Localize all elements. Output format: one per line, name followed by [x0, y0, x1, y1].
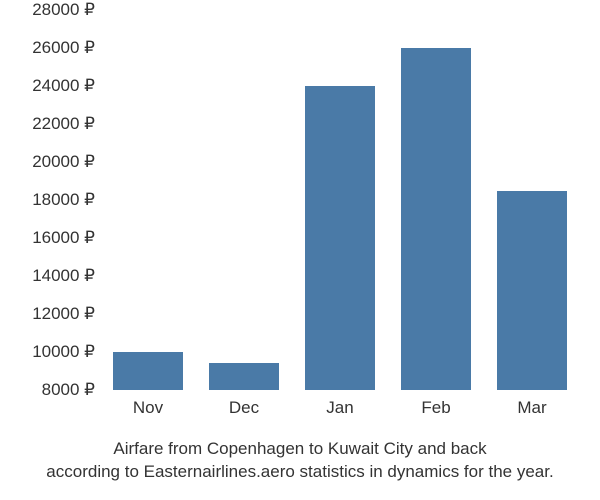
bar-feb	[401, 48, 470, 390]
y-tick-label: 22000 ₽	[5, 114, 95, 134]
y-tick-label: 18000 ₽	[5, 190, 95, 210]
x-tick-label: Mar	[517, 398, 546, 418]
bar-mar	[497, 191, 566, 391]
y-tick-label: 14000 ₽	[5, 266, 95, 286]
y-tick-label: 20000 ₽	[5, 152, 95, 172]
y-tick-label: 10000 ₽	[5, 342, 95, 362]
x-tick-label: Nov	[133, 398, 163, 418]
y-tick-label: 8000 ₽	[5, 380, 95, 400]
bar-jan	[305, 86, 374, 390]
y-tick-label: 16000 ₽	[5, 228, 95, 248]
caption-line-2: according to Easternairlines.aero statis…	[46, 462, 553, 481]
bar-dec	[209, 363, 278, 390]
caption-line-1: Airfare from Copenhagen to Kuwait City a…	[113, 439, 486, 458]
x-tick-label: Feb	[421, 398, 450, 418]
airfare-bar-chart: Airfare from Copenhagen to Kuwait City a…	[0, 0, 600, 500]
y-tick-label: 26000 ₽	[5, 38, 95, 58]
y-tick-label: 12000 ₽	[5, 304, 95, 324]
bar-nov	[113, 352, 182, 390]
x-tick-label: Jan	[326, 398, 353, 418]
x-tick-label: Dec	[229, 398, 259, 418]
y-tick-label: 28000 ₽	[5, 0, 95, 20]
plot-area	[100, 10, 580, 390]
chart-caption: Airfare from Copenhagen to Kuwait City a…	[0, 438, 600, 484]
y-tick-label: 24000 ₽	[5, 76, 95, 96]
